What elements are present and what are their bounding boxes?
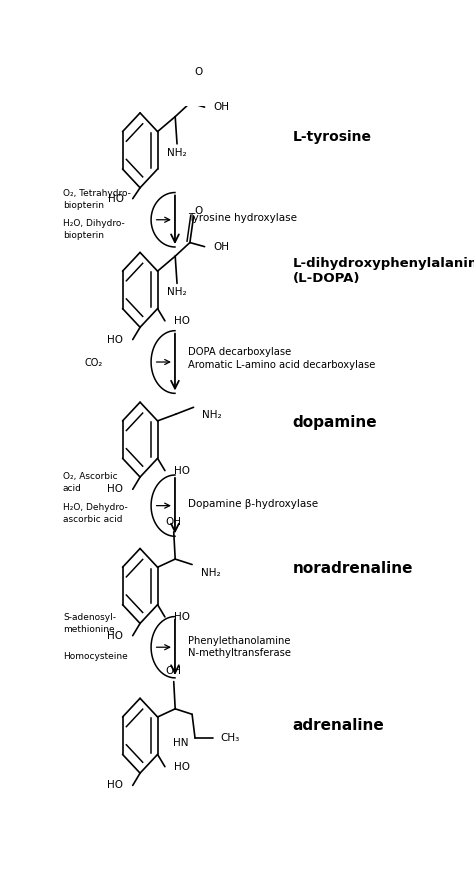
Text: OH: OH [213, 241, 229, 252]
Text: HO: HO [107, 334, 123, 345]
Text: HO: HO [174, 612, 191, 622]
Text: DOPA decarboxylase: DOPA decarboxylase [188, 347, 291, 357]
Text: NH₂: NH₂ [201, 568, 220, 577]
Text: Aromatic L-amino acid decarboxylase: Aromatic L-amino acid decarboxylase [188, 360, 375, 370]
Text: NH₂: NH₂ [167, 287, 187, 297]
Text: CH₃: CH₃ [221, 733, 240, 743]
Text: HO: HO [174, 762, 191, 772]
Text: biopterin: biopterin [63, 201, 104, 210]
Text: ascorbic acid: ascorbic acid [63, 515, 122, 524]
Text: noradrenaline: noradrenaline [292, 561, 413, 576]
Text: Tyrosine hydroxylase: Tyrosine hydroxylase [188, 213, 297, 224]
Text: H₂O, Dehydro-: H₂O, Dehydro- [63, 503, 128, 512]
Text: Homocysteine: Homocysteine [63, 652, 128, 660]
Text: L-dihydroxyphenylalanine
(L-DOPA): L-dihydroxyphenylalanine (L-DOPA) [292, 257, 474, 285]
Text: S-adenosyl-: S-adenosyl- [63, 613, 116, 621]
Text: O₂, Ascorbic: O₂, Ascorbic [63, 472, 118, 481]
Text: O: O [195, 206, 203, 217]
Text: methionine: methionine [63, 625, 115, 634]
Text: CO₂: CO₂ [85, 358, 103, 369]
Text: HO: HO [174, 466, 191, 476]
Text: HO: HO [107, 781, 123, 790]
Text: L-tyrosine: L-tyrosine [292, 130, 372, 144]
Text: Dopamine β-hydroxylase: Dopamine β-hydroxylase [188, 499, 318, 508]
Text: acid: acid [63, 484, 82, 493]
Text: HN: HN [173, 738, 189, 748]
Text: H₂O, Dihydro-: H₂O, Dihydro- [63, 218, 125, 228]
Text: OH: OH [166, 667, 182, 676]
Text: O₂, Tetrahydro-: O₂, Tetrahydro- [63, 188, 131, 198]
Text: adrenaline: adrenaline [292, 718, 384, 733]
Text: NH₂: NH₂ [202, 410, 222, 421]
Text: HO: HO [108, 194, 124, 203]
Text: OH: OH [166, 516, 182, 527]
Text: HO: HO [107, 484, 123, 494]
Text: O: O [195, 66, 203, 77]
Text: HO: HO [107, 630, 123, 641]
Text: Phenylethanolamine: Phenylethanolamine [188, 636, 290, 646]
Text: biopterin: biopterin [63, 231, 104, 240]
Text: N-methyltransferase: N-methyltransferase [188, 648, 291, 659]
Text: HO: HO [174, 316, 191, 326]
Text: dopamine: dopamine [292, 415, 377, 431]
Text: NH₂: NH₂ [167, 148, 187, 157]
Text: OH: OH [213, 102, 229, 112]
